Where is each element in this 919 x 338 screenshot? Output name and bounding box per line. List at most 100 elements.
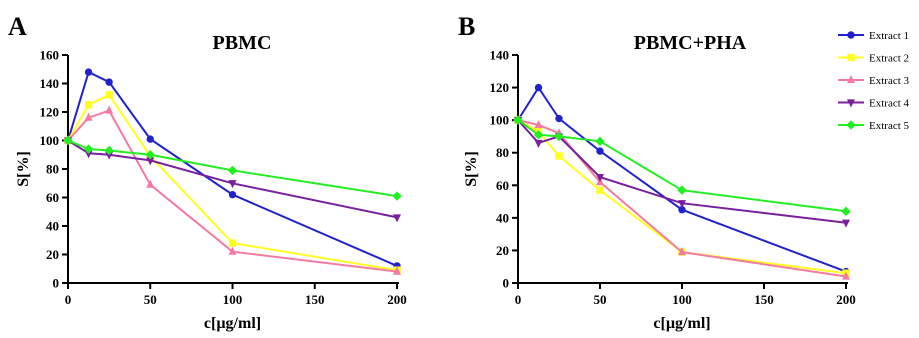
y-tick-label: 140 — [490, 48, 510, 63]
data-point — [105, 78, 113, 86]
data-point — [677, 200, 687, 209]
y-tick-label: 160 — [40, 48, 60, 63]
series-line — [517, 85, 847, 273]
y-tick-label: 100 — [490, 113, 510, 128]
legend-item: Extract 5 — [838, 120, 910, 132]
legend-label: Extract 4 — [869, 98, 910, 110]
y-tick-label: 120 — [490, 80, 510, 95]
panel-letter: B — [458, 12, 475, 41]
data-point — [228, 239, 237, 247]
legend-marker — [847, 53, 855, 62]
data-point — [534, 83, 543, 92]
x-axis-title: c[µg/ml] — [653, 315, 710, 332]
y-tick-label: 60 — [46, 190, 59, 205]
series-extract-5 — [63, 135, 402, 201]
legend-label: Extract 5 — [869, 120, 910, 132]
x-tick-label: 100 — [223, 292, 243, 307]
data-point — [392, 214, 402, 223]
chart-panel-b: B PBMC+PHA 0 20 40 60 80 100 120 140 0 50 100 150 200 c… — [458, 12, 910, 332]
data-point — [534, 120, 543, 129]
chart-title: PBMC — [213, 32, 272, 54]
data-point — [513, 115, 523, 125]
x-tick-label: 50 — [144, 292, 157, 307]
legend: Extract 1 Extract 2 Extract 3 Extract 4 Extr… — [838, 30, 910, 132]
panel-letter: A — [8, 12, 27, 41]
x-tick-label: 200 — [387, 292, 407, 307]
x-tick-label: 150 — [305, 292, 325, 307]
data-point — [84, 68, 93, 76]
data-point — [104, 145, 114, 156]
legend-item: Extract 1 — [838, 30, 909, 42]
y-tick-label: 140 — [40, 76, 60, 91]
x-axis-title: c[µg/ml] — [204, 315, 261, 332]
y-axis-title: S[%] — [463, 151, 480, 187]
data-point — [595, 174, 605, 183]
legend-marker — [846, 75, 856, 84]
data-point — [228, 190, 237, 199]
chart-panel-a: A PBMC 0 20 40 60 80 100 120 140 160 0 50 100 150 200 c[… — [8, 12, 407, 332]
legend-item: Extract 2 — [838, 53, 909, 65]
series-line — [517, 119, 847, 213]
data-point — [105, 105, 114, 114]
chart-title: PBMC+PHA — [634, 32, 747, 54]
series-extract-4 — [63, 137, 402, 223]
legend-label: Extract 2 — [869, 53, 909, 65]
data-point — [533, 130, 544, 140]
legend-item: Extract 3 — [838, 75, 910, 87]
y-tick-label: 80 — [46, 162, 59, 177]
y-tick-label: 40 — [496, 210, 509, 225]
legend-marker — [846, 120, 856, 130]
series-extract-1 — [514, 83, 850, 276]
legend-marker — [846, 99, 856, 108]
legend-marker — [847, 31, 855, 39]
y-axis-title: S[%] — [15, 151, 32, 187]
data-point — [841, 206, 851, 217]
y-tick-label: 20 — [496, 243, 509, 258]
data-point — [596, 186, 604, 194]
data-point — [146, 179, 155, 188]
data-point — [84, 112, 93, 121]
data-point — [146, 135, 154, 143]
legend-label: Extract 3 — [869, 75, 910, 87]
data-point — [228, 180, 237, 189]
series-line — [67, 139, 398, 198]
x-tick-label: 100 — [672, 292, 692, 307]
y-tick-label: 40 — [46, 219, 59, 234]
data-point — [555, 114, 563, 123]
data-point — [555, 152, 563, 160]
y-tick-label: 20 — [46, 247, 59, 262]
x-tick-label: 50 — [594, 292, 607, 307]
data-point — [677, 185, 687, 195]
y-tick-label: 0 — [53, 276, 60, 291]
x-tick-label: 150 — [754, 292, 774, 307]
data-point — [392, 191, 402, 201]
y-tick-label: 100 — [40, 133, 60, 148]
x-tick-label: 200 — [836, 292, 856, 307]
data-point — [595, 136, 605, 147]
x-tick-label: 0 — [65, 292, 72, 307]
series-line — [517, 119, 847, 224]
data-point — [228, 246, 237, 255]
y-tick-label: 0 — [503, 276, 510, 291]
x-tick-label: 0 — [515, 292, 522, 307]
data-point — [677, 247, 687, 256]
data-point — [596, 147, 604, 155]
data-point — [63, 135, 73, 146]
y-tick-label: 60 — [496, 178, 509, 193]
y-tick-label: 80 — [496, 145, 509, 160]
data-point — [841, 219, 851, 228]
data-point — [145, 150, 155, 160]
data-point — [105, 91, 113, 99]
series-line — [67, 93, 398, 272]
data-point — [83, 144, 94, 154]
y-tick-label: 120 — [40, 105, 60, 120]
data-point — [554, 131, 564, 142]
data-point — [534, 139, 543, 148]
series-extract-3 — [63, 105, 402, 275]
legend-item: Extract 4 — [838, 98, 910, 110]
series-line — [67, 70, 398, 267]
data-point — [392, 266, 402, 275]
series-extract-5 — [513, 115, 851, 217]
data-point — [841, 271, 851, 280]
legend-label: Extract 1 — [869, 30, 909, 42]
